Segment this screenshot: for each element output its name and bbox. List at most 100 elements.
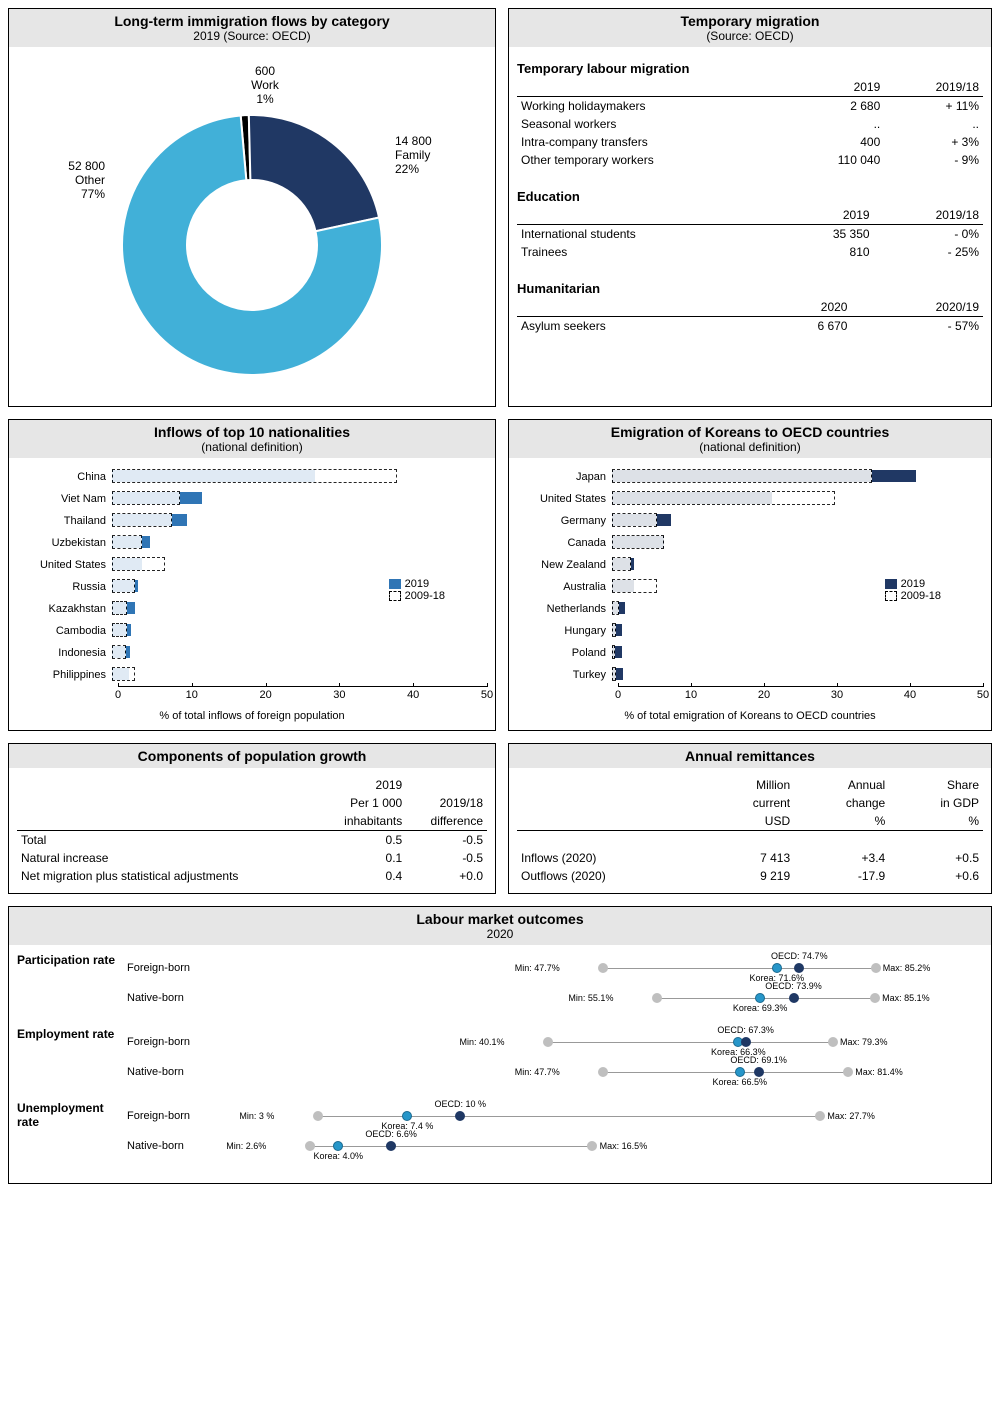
svg-text:22%: 22%	[395, 162, 419, 176]
labour-header: Labour market outcomes 2020	[9, 907, 991, 945]
pop-title: Components of population growth	[9, 748, 495, 764]
min-label: Min: 3 %	[239, 1111, 274, 1121]
axis-title: % of total inflows of foreign population	[17, 710, 487, 722]
table-row: Asylum seekers6 670- 57%	[517, 317, 983, 336]
emig-chart: Japan United States Germany Canada New Z…	[517, 466, 983, 722]
hbar-label: Turkey	[517, 669, 612, 681]
donut-title: Long-term immigration flows by category	[9, 13, 495, 29]
donut-body: 600Work1%14 800Family22%52 800Other77%	[9, 47, 495, 406]
dumbbell-row: Native-born Min: 47.7% Max: 81.4% OECD: …	[127, 1057, 983, 1087]
emig-subtitle: (national definition)	[509, 440, 991, 454]
korea-label: Korea: 4.0%	[314, 1151, 364, 1161]
hbar-row: United States	[517, 488, 983, 510]
temp-subtitle: (Source: OECD)	[509, 29, 991, 43]
section-label: Humanitarian	[517, 281, 983, 296]
hbar-label: Germany	[517, 515, 612, 527]
dumbbell-row: Native-born Min: 2.6% Max: 16.5% OECD: 6…	[127, 1131, 983, 1161]
emig-panel: Emigration of Koreans to OECD countries …	[508, 419, 992, 731]
labour-title: Labour market outcomes	[9, 911, 991, 927]
hbar-label: Kazakhstan	[17, 603, 112, 615]
table-row: Total0.5-0.5	[17, 831, 487, 850]
hbar-row: Uzbekistan	[17, 532, 487, 554]
svg-text:Other: Other	[75, 173, 105, 187]
hbar-row: Canada	[517, 532, 983, 554]
pop-body: 2019 Per 1 0002019/18 inhabitantsdiffere…	[9, 768, 495, 893]
oecd-label: OECD: 69.1%	[730, 1055, 787, 1065]
min-label: Min: 40.1%	[460, 1037, 505, 1047]
max-label: Max: 81.4%	[855, 1067, 903, 1077]
axis-title: % of total emigration of Koreans to OECD…	[517, 710, 983, 722]
hbar-row: China	[17, 466, 487, 488]
hbar-row: Hungary	[517, 620, 983, 642]
hbar-row: Japan	[517, 466, 983, 488]
min-label: Min: 47.7%	[515, 963, 560, 973]
oecd-label: OECD: 10 %	[435, 1099, 487, 1109]
section-label: Temporary labour migration	[517, 61, 983, 76]
hbar-label: Canada	[517, 537, 612, 549]
remit-table: MillionAnnualShare currentchangein GDP U…	[517, 776, 983, 885]
min-label: Min: 47.7%	[515, 1067, 560, 1077]
hbar-label: Hungary	[517, 625, 612, 637]
table-row: Intra-company transfers400+ 3%	[517, 133, 983, 151]
temp-header: Temporary migration (Source: OECD)	[509, 9, 991, 47]
inflows-panel: Inflows of top 10 nationalities (nationa…	[8, 419, 496, 731]
hbar-row: Turkey	[517, 664, 983, 686]
pop-header: Components of population growth	[9, 744, 495, 768]
oecd-label: OECD: 73.9%	[765, 981, 822, 991]
emig-header: Emigration of Koreans to OECD countries …	[509, 420, 991, 458]
group-label: Participation rate	[17, 953, 127, 967]
remit-body: MillionAnnualShare currentchangein GDP U…	[509, 768, 991, 893]
svg-text:14 800: 14 800	[395, 134, 432, 148]
donut-panel: Long-term immigration flows by category …	[8, 8, 496, 407]
section-label: Education	[517, 189, 983, 204]
hbar-label: United States	[517, 493, 612, 505]
temp-title: Temporary migration	[509, 13, 991, 29]
table-row: International students35 350- 0%	[517, 225, 983, 244]
hbar-row: Germany	[517, 510, 983, 532]
hbar-label: Russia	[17, 581, 112, 593]
oecd-label: OECD: 74.7%	[771, 951, 828, 961]
svg-text:600: 600	[255, 64, 275, 78]
hbar-label: Netherlands	[517, 603, 612, 615]
hbar-label: Poland	[517, 647, 612, 659]
inflows-subtitle: (national definition)	[9, 440, 495, 454]
dumbbell-row: Foreign-born Min: 40.1% Max: 79.3% OECD:…	[127, 1027, 983, 1057]
hbar-label: Philippines	[17, 669, 112, 681]
table-row: Trainees810- 25%	[517, 243, 983, 261]
max-label: Max: 16.5%	[600, 1141, 648, 1151]
max-label: Max: 85.1%	[882, 993, 930, 1003]
svg-text:Family: Family	[395, 148, 430, 162]
emig-title: Emigration of Koreans to OECD countries	[509, 424, 991, 440]
donut-subtitle: 2019 (Source: OECD)	[9, 29, 495, 43]
group-label: Unemployment rate	[17, 1101, 127, 1129]
donut-header: Long-term immigration flows by category …	[9, 9, 495, 47]
hbar-label: Cambodia	[17, 625, 112, 637]
remit-header: Annual remittances	[509, 744, 991, 768]
labour-group: Participation rate Foreign-born Min: 47.…	[17, 953, 983, 1013]
temp-body: Temporary labour migration 20192019/18Wor…	[509, 47, 991, 343]
table-row: Natural increase0.1-0.5	[17, 849, 487, 867]
hbar-row: Thailand	[17, 510, 487, 532]
x-axis: 01020304050	[118, 686, 487, 706]
row-label: Native-born	[127, 1066, 257, 1078]
data-table: 20202020/19Asylum seekers6 670- 57%	[517, 298, 983, 335]
data-table: 20192019/18Working holidaymakers2 680+ 1…	[517, 78, 983, 169]
hbar-row: United States	[17, 554, 487, 576]
labour-group: Unemployment rate Foreign-born Min: 3 % …	[17, 1101, 983, 1161]
pop-table: 2019 Per 1 0002019/18 inhabitantsdiffere…	[17, 776, 487, 885]
labour-body: Participation rate Foreign-born Min: 47.…	[9, 945, 991, 1183]
labour-group: Employment rate Foreign-born Min: 40.1% …	[17, 1027, 983, 1087]
dumbbell-row: Native-born Min: 55.1% Max: 85.1% OECD: …	[127, 983, 983, 1013]
donut-chart: 600Work1%14 800Family22%52 800Other77%	[17, 55, 487, 395]
max-label: Max: 85.2%	[883, 963, 931, 973]
oecd-label: OECD: 67.3%	[717, 1025, 774, 1035]
svg-text:52 800: 52 800	[68, 159, 105, 173]
temp-panel: Temporary migration (Source: OECD) Tempo…	[508, 8, 992, 407]
inflows-header: Inflows of top 10 nationalities (nationa…	[9, 420, 495, 458]
dumbbell-row: Foreign-born Min: 3 % Max: 27.7% OECD: 1…	[127, 1101, 983, 1131]
hbar-label: Australia	[517, 581, 612, 593]
hbar-label: Japan	[517, 471, 612, 483]
group-label: Employment rate	[17, 1027, 127, 1041]
hbar-label: Indonesia	[17, 647, 112, 659]
data-table: 20192019/18International students35 350-…	[517, 206, 983, 261]
